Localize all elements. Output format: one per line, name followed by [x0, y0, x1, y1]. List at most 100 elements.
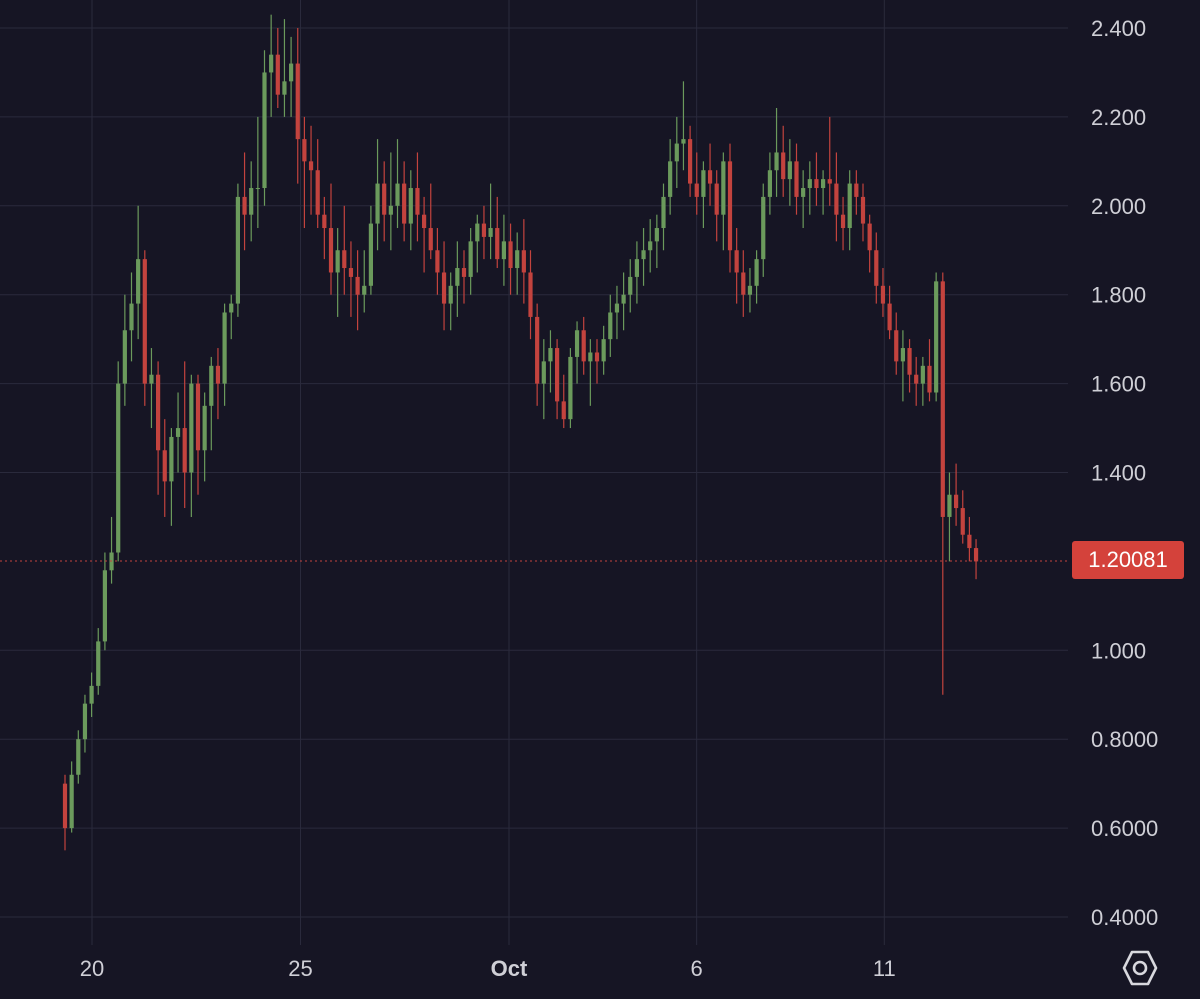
candle-body [694, 183, 699, 197]
candle [455, 241, 460, 317]
y-tick-label: 1.000 [1091, 638, 1146, 663]
candle-body [574, 330, 580, 357]
candle-body [821, 179, 826, 189]
candle [900, 330, 905, 402]
candle [947, 472, 952, 562]
candle-body [541, 361, 546, 384]
candle-body [348, 268, 354, 277]
candle-body [96, 641, 101, 686]
candle [495, 196, 500, 269]
candle [156, 361, 161, 495]
candle [428, 183, 433, 260]
candle [289, 36, 294, 117]
candle [508, 223, 513, 295]
chart-settings-button[interactable] [1120, 948, 1162, 990]
candle [262, 50, 267, 206]
candle [847, 170, 852, 251]
candle-body [954, 494, 959, 509]
candle-body [641, 250, 646, 260]
candle [129, 272, 134, 362]
candle-body [481, 223, 487, 237]
candle-body [428, 228, 433, 251]
candle [182, 361, 187, 509]
candle [860, 183, 866, 242]
candle-body [448, 285, 453, 304]
candle-body [900, 348, 905, 362]
candle-body [528, 272, 533, 317]
candle [189, 374, 194, 517]
candle [142, 250, 147, 406]
y-tick-label: 1.400 [1091, 461, 1146, 486]
candle [535, 303, 540, 406]
candle [122, 294, 127, 406]
x-tick-label: Oct [491, 956, 528, 981]
candle [867, 214, 872, 273]
candle [734, 228, 739, 304]
candle-body [328, 228, 334, 273]
candle [481, 205, 487, 260]
candle-body [269, 54, 274, 73]
candle [295, 28, 300, 184]
candle [388, 152, 393, 251]
candle [242, 152, 247, 251]
candle-body [375, 183, 380, 224]
candle [654, 214, 659, 269]
candle [342, 205, 347, 295]
candle-body [169, 436, 174, 482]
candle [574, 321, 580, 384]
candle-body [209, 365, 214, 406]
candle [914, 356, 919, 406]
candle-body [727, 161, 733, 251]
y-axis[interactable]: 2.400 2.200 2.000 1.800 1.600 1.400 1.000 0.800… [1091, 16, 1158, 930]
candle [920, 356, 925, 406]
candle [435, 228, 440, 295]
candle [96, 628, 101, 695]
candle-body [807, 179, 812, 189]
candle-body [461, 268, 467, 277]
candle-body [947, 494, 952, 517]
candle-body [235, 196, 240, 304]
candle [787, 139, 792, 206]
candle [175, 392, 181, 473]
candle-body [142, 259, 147, 384]
candle-body [388, 205, 393, 215]
candle-body [521, 250, 526, 273]
candle-body [920, 365, 925, 384]
candle-body [129, 303, 134, 331]
candle-body [934, 281, 939, 393]
x-axis[interactable]: 20 25 Oct 6 11 [80, 956, 896, 981]
candle-body [149, 374, 154, 384]
candle [461, 250, 467, 304]
candle [694, 152, 699, 215]
candle-body [222, 312, 227, 384]
candle-body [701, 170, 706, 197]
candle [821, 170, 826, 215]
candle-body [162, 450, 167, 482]
candle-body [741, 272, 746, 295]
candle-body [435, 250, 440, 273]
candle-body [455, 268, 460, 286]
candle-body [535, 316, 540, 384]
candle-body [189, 383, 194, 473]
candle [648, 219, 653, 273]
candle [874, 232, 879, 304]
candle-body [215, 365, 221, 384]
candle [235, 183, 240, 317]
candle [89, 672, 94, 717]
candle [668, 139, 673, 215]
candle [960, 490, 965, 544]
candles [62, 14, 979, 851]
candle-body [674, 143, 679, 162]
candle [402, 161, 407, 242]
candle-body [734, 250, 739, 273]
candle [761, 183, 766, 277]
candle [528, 250, 533, 340]
candle-body [315, 170, 320, 215]
candle-body [608, 312, 613, 340]
candle-body [794, 161, 799, 197]
candle-body [441, 272, 447, 304]
candle-body [76, 739, 81, 775]
candle [661, 183, 666, 251]
